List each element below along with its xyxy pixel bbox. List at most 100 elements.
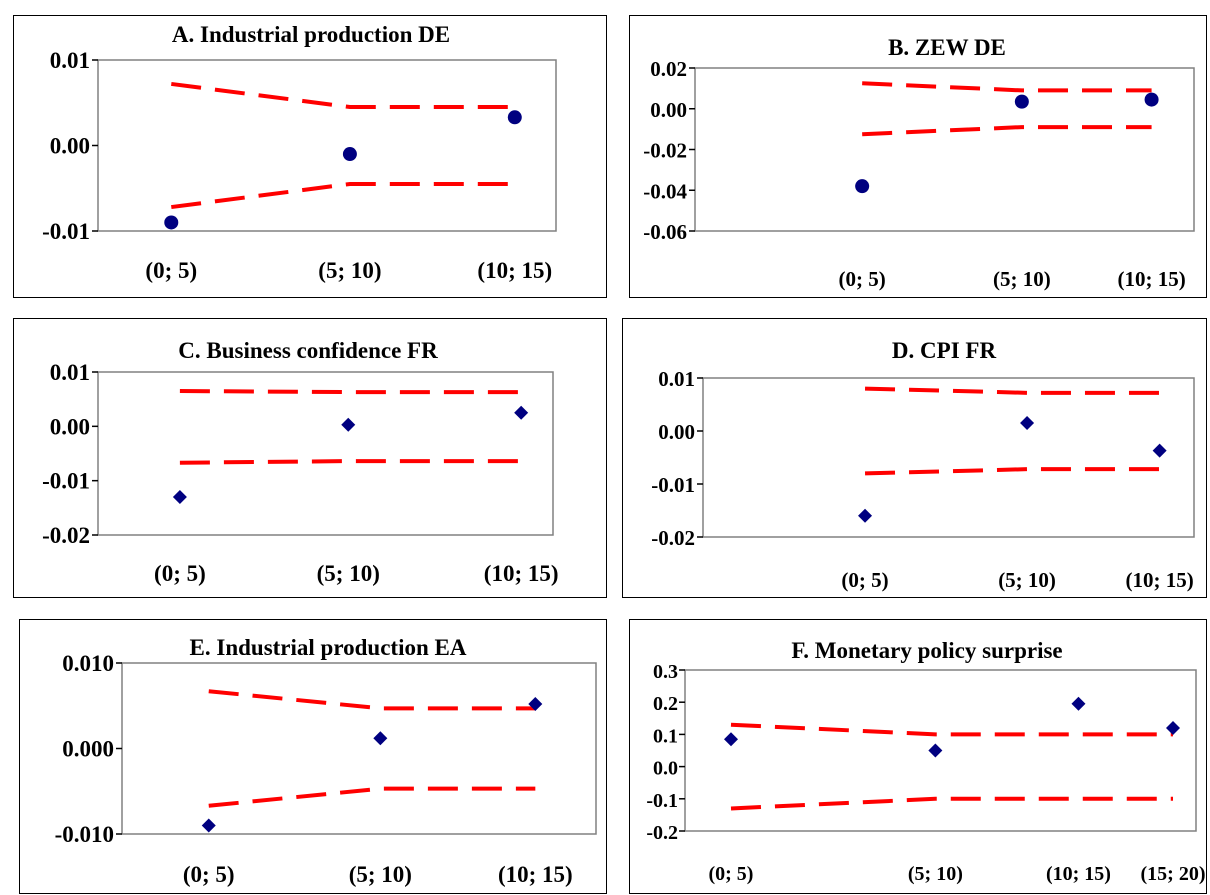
y-tick-label: 0.010 xyxy=(62,651,114,676)
data-point xyxy=(341,417,356,432)
y-tick-label: -0.01 xyxy=(42,219,90,244)
upper-band-line xyxy=(171,81,515,110)
lower-band-line xyxy=(730,796,1174,811)
y-tick-label: 0.1 xyxy=(653,725,678,747)
plot-area xyxy=(97,59,557,232)
data-point xyxy=(172,489,187,504)
x-tick-label: (0; 5) xyxy=(154,561,206,586)
data-point xyxy=(928,743,943,758)
lower-band-line xyxy=(171,181,515,210)
data-point xyxy=(1071,696,1086,711)
data-point xyxy=(723,732,738,747)
data-point xyxy=(1014,94,1029,109)
data-point xyxy=(858,508,873,523)
data-point xyxy=(373,731,388,746)
chart-panel-e: E. Industrial production EA 0.010 0.000 -0… xyxy=(19,619,607,894)
chart-c-svg: C. Business confidence FR 0.01 0.00 -0.01 -… xyxy=(42,338,559,586)
y-tick-label: 0.00 xyxy=(650,98,687,122)
x-tick-label: (10; 15) xyxy=(1126,568,1194,592)
y-tick-label: 0.02 xyxy=(650,57,687,81)
x-tick-label: (0; 5) xyxy=(839,267,886,291)
data-point xyxy=(528,697,543,712)
upper-band-line xyxy=(179,389,522,395)
data-point xyxy=(342,147,357,162)
plot-area xyxy=(684,669,1197,832)
lower-band-line xyxy=(862,125,1152,137)
y-tick-label: -0.01 xyxy=(651,473,695,497)
upper-band-line xyxy=(864,386,1160,395)
chart-title: F. Monetary policy surprise xyxy=(791,638,1062,663)
chart-panel-f: F. Monetary policy surprise 0.3 0.2 0.1 0.0… xyxy=(629,619,1207,894)
chart-title: B. ZEW DE xyxy=(888,35,1006,60)
x-tick-label: (10; 15) xyxy=(484,561,559,586)
plot-area xyxy=(694,67,1195,232)
data-point xyxy=(507,110,522,125)
x-tick-label: (0; 5) xyxy=(708,863,753,885)
chart-d-svg: D. CPI FR 0.01 0.00 -0.01 -0.02 (0; 5) (5; 10… xyxy=(651,338,1195,592)
y-tick-label: 0.01 xyxy=(50,48,90,73)
chart-panel-c: C. Business confidence FR 0.01 0.00 -0.01 -… xyxy=(13,318,607,598)
data-point xyxy=(1020,416,1035,431)
y-tick-label: -0.02 xyxy=(651,526,695,550)
x-tick-label: (0; 5) xyxy=(145,258,197,283)
lower-band-line xyxy=(179,459,522,465)
x-tick-label: (0; 5) xyxy=(841,568,888,592)
chart-b-svg: B. ZEW DE 0.02 0.00 -0.02 -0.04 -0.06 (0; 5) (… xyxy=(643,35,1195,291)
marks-layer: 0.01 0.00 -0.01 -0.02 (0; 5) (5; 10) (10; 15) xyxy=(651,367,1193,592)
y-tick-label: 0.2 xyxy=(653,693,678,715)
x-tick-label: (5; 10) xyxy=(349,862,412,887)
data-point xyxy=(201,818,216,833)
data-point xyxy=(514,405,529,420)
y-tick-label: 0.00 xyxy=(658,420,695,444)
chart-e-svg: E. Industrial production EA 0.010 0.000 -0… xyxy=(55,635,597,887)
y-tick-label: -0.06 xyxy=(643,220,687,244)
y-tick-label: -0.02 xyxy=(42,523,90,548)
y-tick-label: -0.010 xyxy=(55,822,114,847)
marks-layer: 0.02 0.00 -0.02 -0.04 -0.06 (0; 5) (5; 10) (10;… xyxy=(643,57,1185,291)
x-tick-label: (5; 10) xyxy=(908,863,963,885)
y-tick-label: -0.1 xyxy=(646,790,678,812)
y-tick-label: -0.04 xyxy=(643,179,687,203)
data-point xyxy=(1166,720,1181,735)
x-tick-label: (5; 10) xyxy=(998,568,1056,592)
x-tick-label: (5; 10) xyxy=(993,267,1051,291)
chart-a-svg: A. Industrial production DE 0.01 0.00 -0.0… xyxy=(42,22,557,283)
y-tick-label: 0.3 xyxy=(653,661,678,683)
x-tick-label: (10; 15) xyxy=(1046,863,1111,885)
chart-panel-d: D. CPI FR 0.01 0.00 -0.01 -0.02 (0; 5) (5; 10… xyxy=(622,318,1207,598)
x-tick-label: (5; 10) xyxy=(317,561,380,586)
x-tick-label: (0; 5) xyxy=(183,862,235,887)
plot-area xyxy=(97,371,554,536)
chart-title: A. Industrial production DE xyxy=(172,22,450,47)
y-tick-label: 0.00 xyxy=(50,134,90,159)
lower-band-line xyxy=(208,786,536,808)
chart-title: C. Business confidence FR xyxy=(178,338,438,363)
data-point xyxy=(164,215,179,230)
y-tick-label: -0.01 xyxy=(42,469,90,494)
plot-area xyxy=(121,662,597,835)
y-tick-label: -0.2 xyxy=(646,822,678,844)
data-point xyxy=(1144,92,1159,107)
marks-layer: 0.010 0.000 -0.010 (0; 5) (5; 10) (10; 15) xyxy=(55,651,573,887)
y-tick-label: 0.00 xyxy=(50,414,90,439)
y-tick-label: 0.01 xyxy=(50,360,90,385)
marks-layer: 0.01 0.00 -0.01 (0; 5) (5; 10) (10; 15) xyxy=(42,48,552,283)
x-tick-label: (10; 15) xyxy=(498,862,573,887)
y-tick-label: -0.02 xyxy=(643,139,687,163)
chart-title: D. CPI FR xyxy=(892,338,997,363)
y-tick-label: 0.000 xyxy=(62,737,114,762)
lower-band-line xyxy=(864,467,1160,476)
upper-band-line xyxy=(208,689,536,711)
upper-band-line xyxy=(730,722,1174,737)
chart-title: E. Industrial production EA xyxy=(190,635,467,660)
chart-panel-b: B. ZEW DE 0.02 0.00 -0.02 -0.04 -0.06 (0; 5) (… xyxy=(629,15,1207,298)
x-tick-label: (5; 10) xyxy=(318,258,381,283)
marks-layer: 0.3 0.2 0.1 0.0 -0.1 -0.2 (0; 5) (5; 10) (10; 15… xyxy=(646,661,1205,885)
y-tick-label: 0.01 xyxy=(658,367,695,391)
chart-panel-a: A. Industrial production DE 0.01 0.00 -0.0… xyxy=(13,15,607,298)
upper-band-line xyxy=(862,81,1152,93)
y-tick-label: 0.0 xyxy=(653,758,678,780)
plot-area xyxy=(702,377,1195,538)
x-tick-label: (10; 15) xyxy=(1117,267,1185,291)
x-tick-label: (15; 20) xyxy=(1141,863,1206,885)
